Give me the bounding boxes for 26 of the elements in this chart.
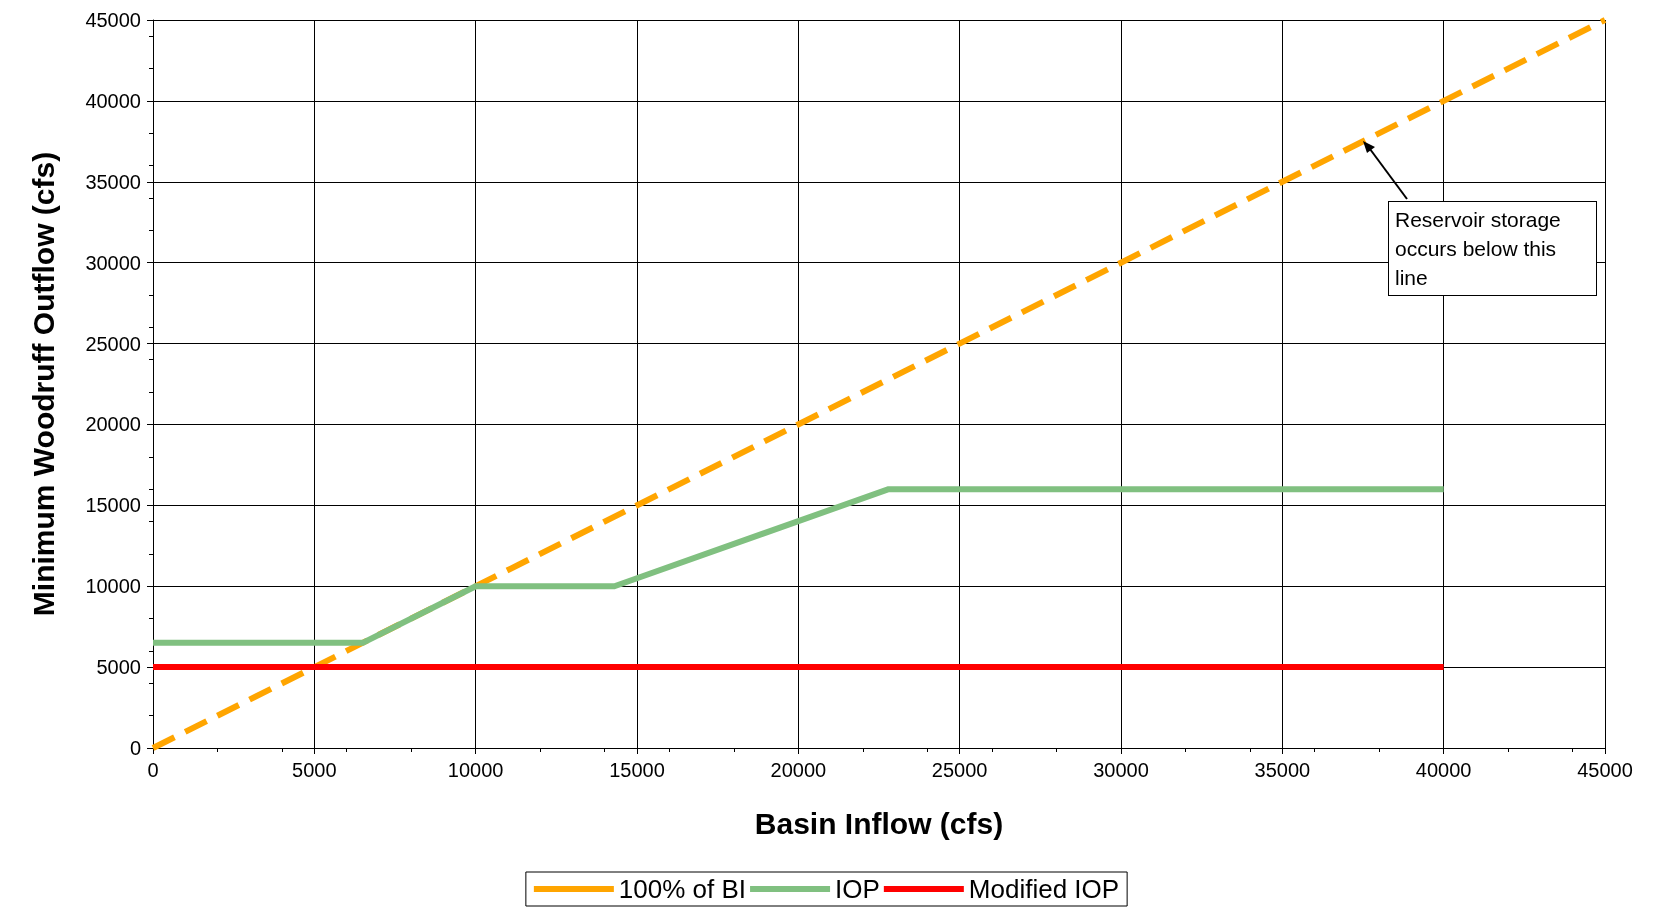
y-tick-label: 5000 [96,656,141,679]
x-tick-label: 35000 [1254,759,1311,781]
y-tick-label: 30000 [85,251,141,274]
x-tick-label: 10000 [447,759,504,781]
x-axis-title: Basin Inflow (cfs) [754,806,1004,840]
x-tick-label: 30000 [1093,759,1149,781]
legend-label: Modified IOP [968,874,1120,904]
y-tick-label: 15000 [85,494,141,517]
legend-label: 100% of BI [618,874,747,904]
x-tick-label: 15000 [609,759,665,781]
y-tick-label: 10000 [85,575,141,598]
x-tick-label: 25000 [931,759,988,781]
y-axis-title: Minimum Woodruff Outflow (cfs) [26,151,60,617]
annotation: Reservoir storage occurs below this line [1388,201,1597,297]
legend-label: IOP [835,874,880,904]
y-tick-label: 20000 [85,413,141,436]
x-tick-label: 0 [147,759,159,781]
x-tick-label: 5000 [292,759,337,781]
x-tick-label: 45000 [1577,759,1633,781]
y-tick-label: 25000 [85,332,141,355]
x-tick-label: 40000 [1415,759,1472,781]
y-tick-label: 35000 [85,170,141,193]
x-tick-label: 20000 [770,759,827,781]
y-tick-label: 45000 [85,9,141,31]
y-tick-label: 40000 [85,89,141,112]
y-tick-label: 0 [129,737,141,759]
